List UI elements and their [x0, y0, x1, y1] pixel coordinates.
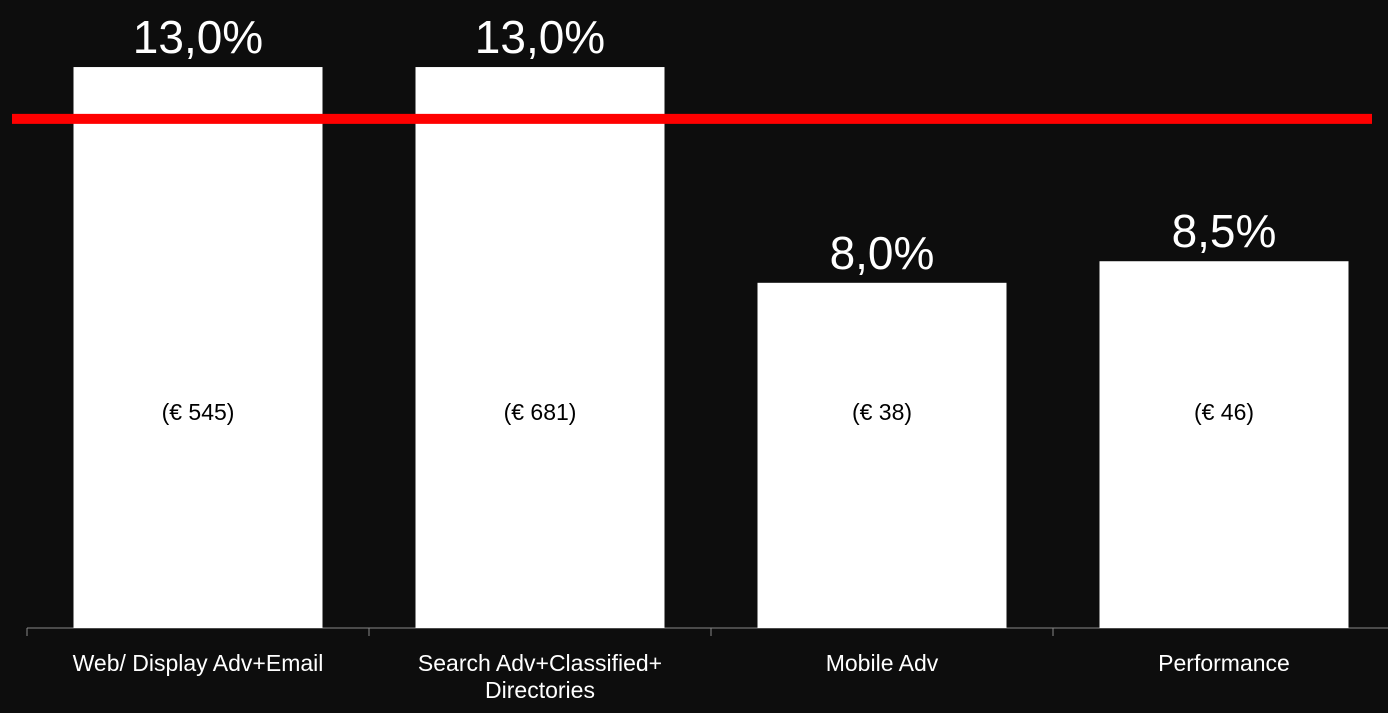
amount-label: (€ 46) — [1194, 399, 1254, 425]
bar — [757, 282, 1007, 628]
value-label: 8,5% — [1172, 205, 1277, 257]
value-label: 8,0% — [830, 227, 935, 279]
amount-label: (€ 681) — [504, 399, 577, 425]
value-label: 13,0% — [133, 11, 263, 63]
x-tick-label: Search Adv+Classified+ Directories — [417, 650, 663, 703]
amount-label: (€ 38) — [852, 399, 912, 425]
bar — [415, 67, 665, 629]
bar — [1099, 261, 1349, 628]
x-tick-label: Web/ Display Adv+Email — [72, 650, 324, 676]
x-tick-label: Mobile Adv — [825, 650, 939, 676]
x-tick-label: Performance — [1158, 650, 1290, 676]
amount-label: (€ 545) — [162, 399, 235, 425]
value-label: 13,0% — [475, 11, 605, 63]
bar — [73, 67, 323, 629]
